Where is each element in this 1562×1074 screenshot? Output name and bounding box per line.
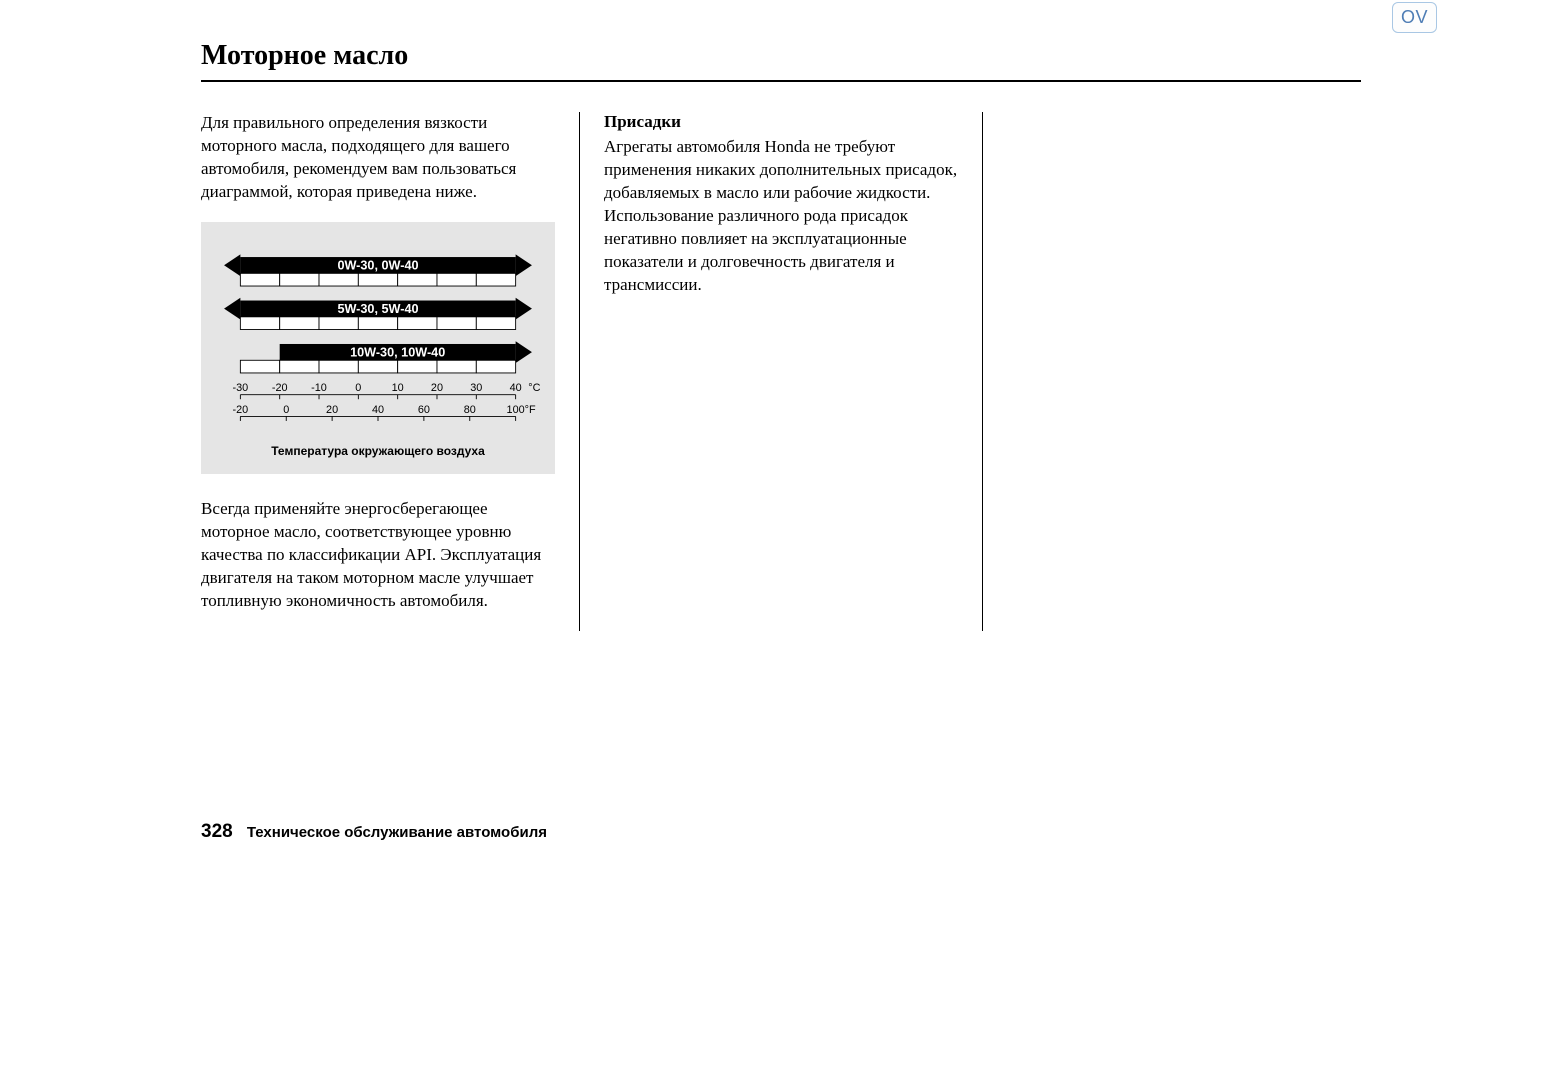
col1-para-2: Всегда применяйте энергосберегающее мото… — [201, 498, 555, 613]
svg-text:-20: -20 — [272, 382, 288, 394]
column-2: Присадки Агрегаты автомобиля Honda не тр… — [579, 112, 982, 631]
diagram-caption: Температура окружающего воздуха — [215, 444, 541, 458]
svg-text:-30: -30 — [233, 382, 249, 394]
columns: Для правильного определения вязкости мот… — [201, 112, 1361, 631]
title-rule — [201, 80, 1361, 82]
page-title: Моторное масло — [201, 40, 1361, 72]
svg-text:40: 40 — [510, 382, 522, 394]
svg-text:20: 20 — [431, 382, 443, 394]
svg-text:0: 0 — [283, 404, 289, 416]
corner-badge: OV — [1392, 2, 1437, 33]
svg-text:20: 20 — [326, 404, 338, 416]
col1-para-1: Для правильного определения вязкости мот… — [201, 112, 555, 204]
svg-text:40: 40 — [372, 404, 384, 416]
svg-text:60: 60 — [418, 404, 430, 416]
col2-heading: Присадки — [604, 112, 958, 132]
svg-text:100: 100 — [507, 404, 525, 416]
svg-text:°C: °C — [528, 382, 540, 394]
svg-text:-20: -20 — [233, 404, 249, 416]
viscosity-diagram-svg: 0W-30, 0W-40 5W-30, 5W-40 10W-30, 10W-40 -3… — [215, 248, 541, 433]
page-number: 328 — [201, 821, 233, 842]
column-3 — [982, 112, 1361, 631]
svg-text:80: 80 — [464, 404, 476, 416]
column-1: Для правильного определения вязкости мот… — [201, 112, 579, 631]
footer-section: Техническое обслуживание автомобиля — [247, 824, 547, 841]
svg-text:0W-30, 0W-40: 0W-30, 0W-40 — [337, 258, 418, 272]
svg-text:-10: -10 — [311, 382, 327, 394]
col2-para-1: Агрегаты автомобиля Honda не требуют при… — [604, 136, 958, 297]
svg-text:0: 0 — [355, 382, 361, 394]
svg-text:10W-30, 10W-40: 10W-30, 10W-40 — [350, 345, 445, 359]
svg-text:5W-30, 5W-40: 5W-30, 5W-40 — [337, 302, 418, 316]
page-footer: 328 Техническое обслуживание автомобиля — [201, 821, 1361, 843]
viscosity-diagram: 0W-30, 0W-40 5W-30, 5W-40 10W-30, 10W-40 -3… — [201, 222, 555, 475]
svg-text:30: 30 — [470, 382, 482, 394]
page: OV Моторное масло Для правильного опреде… — [131, 0, 1431, 883]
svg-text:10: 10 — [392, 382, 404, 394]
svg-text:°F: °F — [525, 404, 536, 416]
